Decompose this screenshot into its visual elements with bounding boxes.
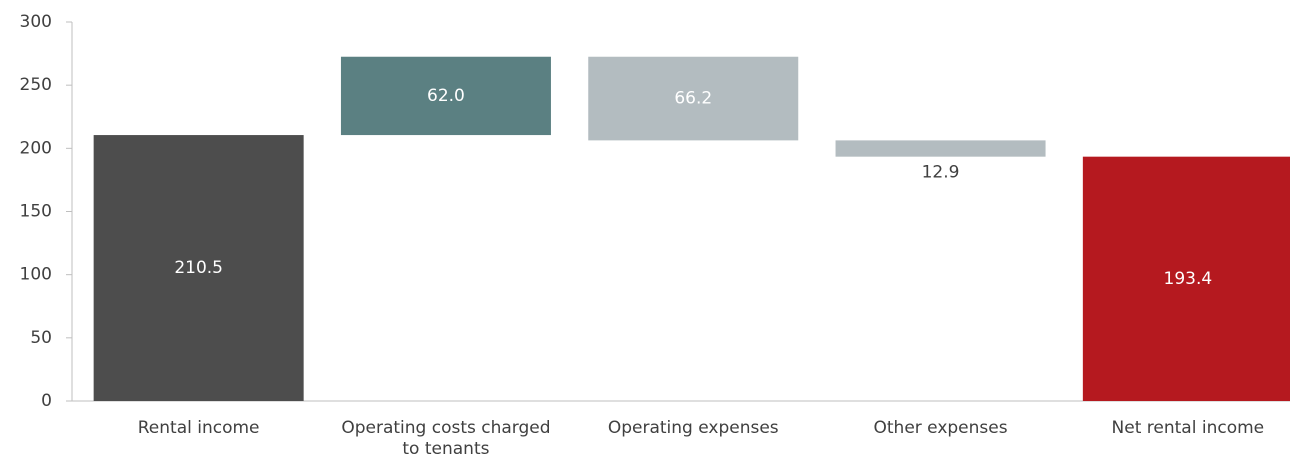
- value-label: 12.9: [922, 163, 960, 183]
- x-tick-label: Net rental income: [1111, 418, 1265, 438]
- y-tick-label: 250: [20, 75, 52, 95]
- x-tick-label: Operating expenses: [607, 418, 779, 438]
- x-tick-label: Rental income: [137, 418, 260, 438]
- y-tick-label: 100: [20, 265, 52, 285]
- y-tick-label: 0: [41, 391, 52, 411]
- bar: [1082, 156, 1290, 401]
- y-tick-label: 50: [30, 328, 52, 348]
- bar: [835, 140, 1046, 157]
- y-tick-label: 300: [20, 12, 52, 32]
- value-label: 66.2: [674, 89, 712, 109]
- value-label: 193.4: [1164, 269, 1213, 289]
- x-tick-label: Operating costs charged to tenants: [341, 418, 551, 459]
- x-tick-label: Other expenses: [873, 418, 1008, 438]
- y-tick-label: 200: [20, 138, 52, 158]
- bar: [588, 56, 799, 141]
- bar: [340, 56, 551, 136]
- bar: [93, 135, 304, 401]
- y-tick-label: 150: [20, 202, 52, 222]
- value-label: 62.0: [427, 86, 465, 106]
- value-label: 210.5: [174, 258, 223, 278]
